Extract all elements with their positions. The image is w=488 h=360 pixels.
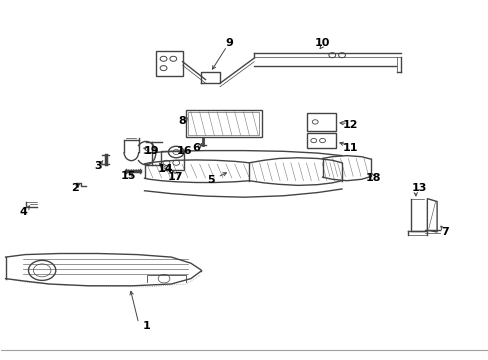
Text: 1: 1 [143, 321, 150, 331]
Text: 7: 7 [441, 227, 448, 237]
Text: 8: 8 [178, 116, 186, 126]
Text: 14: 14 [157, 163, 172, 174]
Bar [156, 51, 182, 76]
Text: 10: 10 [314, 38, 329, 48]
Text: 11: 11 [343, 143, 358, 153]
Text: 5: 5 [207, 175, 215, 185]
Text: 13: 13 [410, 183, 426, 193]
Text: 15: 15 [121, 171, 136, 181]
Text: 19: 19 [144, 145, 160, 156]
Bar [160, 151, 183, 170]
Text: 6: 6 [191, 143, 199, 153]
Text: 12: 12 [343, 121, 358, 130]
Text: 16: 16 [176, 146, 191, 156]
Bar [185, 110, 261, 137]
Bar [306, 113, 335, 131]
Text: 9: 9 [224, 38, 232, 48]
Bar [306, 134, 335, 148]
Text: 4: 4 [19, 207, 27, 217]
Text: 17: 17 [167, 172, 183, 182]
Text: 18: 18 [365, 173, 381, 183]
Text: 3: 3 [94, 161, 102, 171]
Text: 2: 2 [71, 183, 79, 193]
Bar [188, 112, 259, 135]
